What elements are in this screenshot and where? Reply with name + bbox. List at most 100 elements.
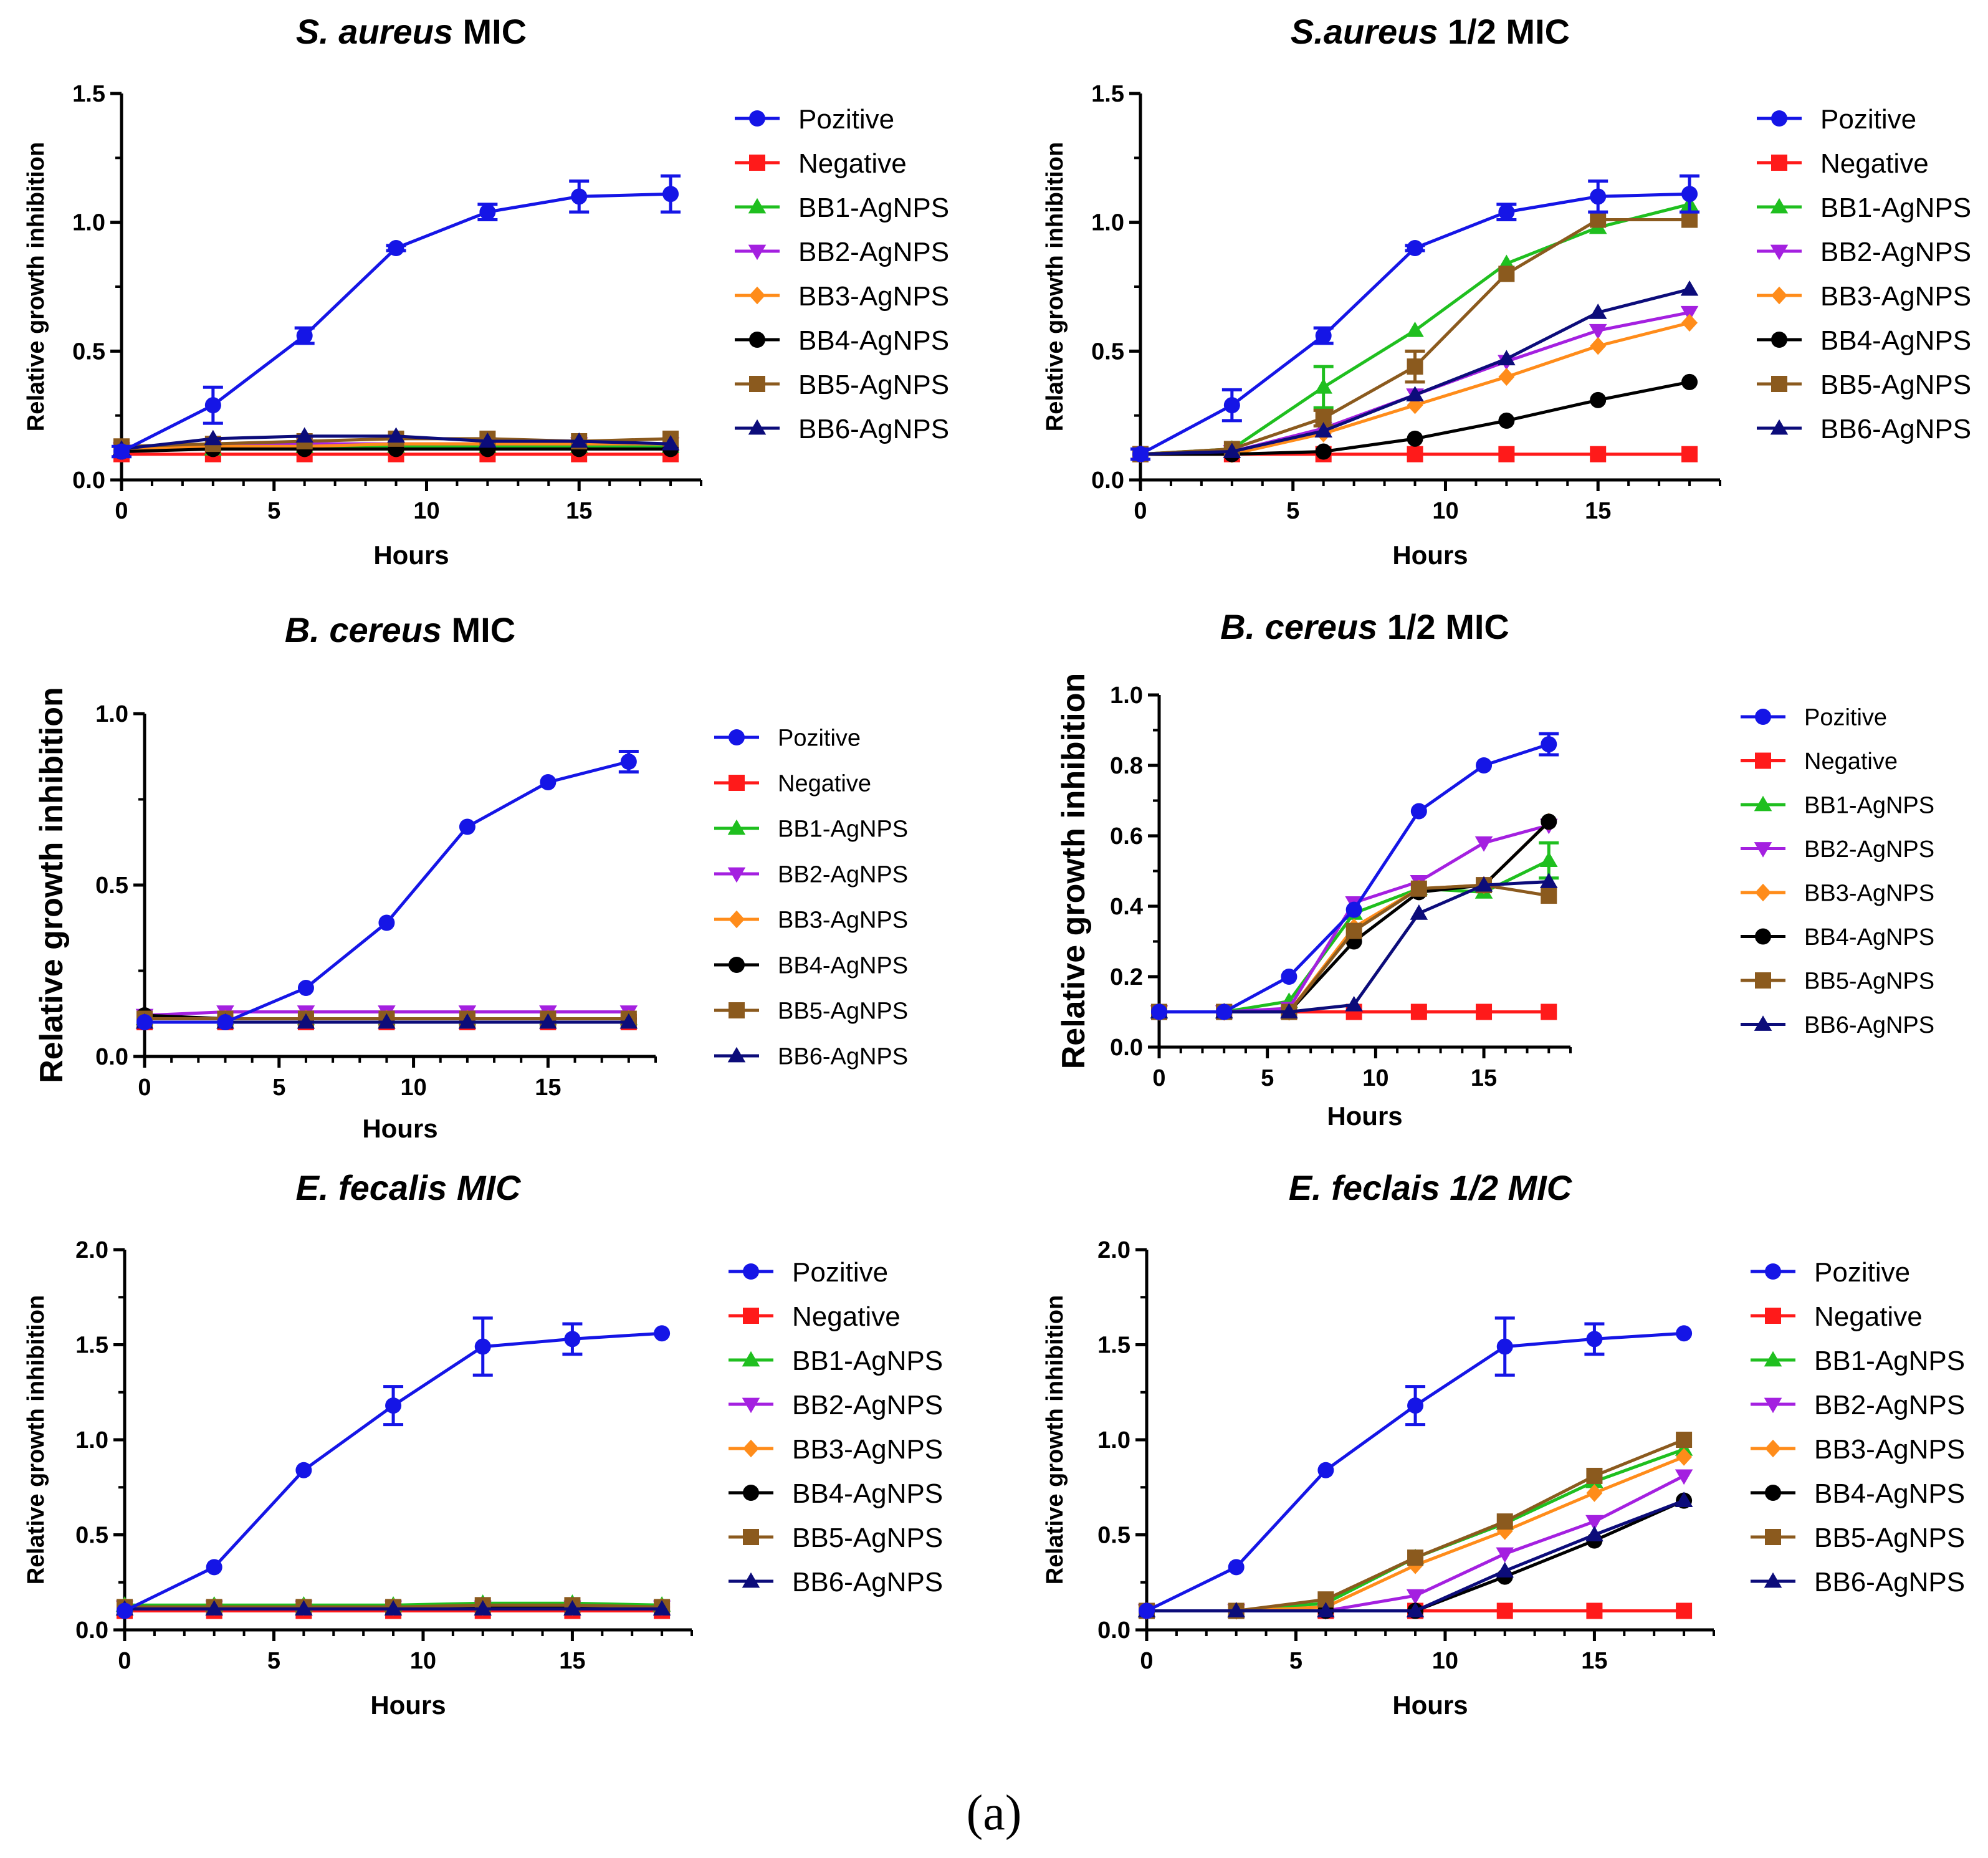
data-point (1586, 1467, 1603, 1484)
x-axis-label: Hours (370, 1690, 446, 1720)
data-point (1590, 391, 1607, 408)
legend-label: BB4-AgNPS (1814, 1478, 1965, 1509)
data-point (1586, 1602, 1603, 1619)
x-tick-label: 5 (267, 498, 280, 524)
legend-label: BB5-AgNPS (1820, 370, 1971, 400)
chart-title-species: S.aureus (1291, 12, 1438, 51)
legend-label: Pozitive (792, 1257, 888, 1288)
data-point (387, 427, 405, 443)
legend-marker (749, 332, 765, 348)
data-point (1407, 1549, 1424, 1566)
data-point (619, 1013, 638, 1029)
data-point (1496, 1513, 1513, 1530)
legend-label: BB2-AgNPS (1804, 836, 1934, 863)
legend-label: BB3-AgNPS (798, 281, 949, 312)
legend-marker (727, 819, 746, 835)
legend-marker (1771, 376, 1787, 392)
legend-label: BB1-AgNPS (1804, 793, 1934, 819)
legend-label: BB5-AgNPS (1804, 969, 1934, 995)
y-tick-label: 1.5 (1097, 1333, 1130, 1359)
legend-marker (1754, 842, 1772, 858)
legend-label: BB3-AgNPS (792, 1434, 943, 1465)
data-point (1227, 1602, 1245, 1617)
data-point (1410, 1003, 1427, 1020)
y-tick-label: 0.0 (72, 467, 105, 494)
y-tick-label: 1.5 (75, 1333, 108, 1359)
x-tick-label: 5 (1286, 498, 1299, 524)
data-point (1586, 1331, 1603, 1348)
data-point (1680, 280, 1699, 296)
legend-label: Pozitive (1804, 705, 1887, 731)
x-tick-label: 0 (138, 1075, 151, 1101)
x-tick-label: 10 (1432, 1648, 1458, 1674)
legend-marker (729, 957, 745, 973)
x-axis-label: Hours (362, 1114, 437, 1143)
series-line (123, 1331, 662, 1612)
y-tick-label: 1.5 (1091, 81, 1124, 107)
data-point (378, 1013, 396, 1029)
data-point (570, 432, 588, 448)
legend-marker (1770, 244, 1789, 261)
chart-panel-4: B. cereus 1/2 MIC 0.0 0.2 0.4 0.6 0.8 1.0 0 5 10 1… (1056, 607, 1934, 1131)
y-tick-label: 0.4 (1110, 894, 1143, 920)
data-point (1541, 1003, 1557, 1020)
chart-title-suffix: 1/2 MIC (1438, 12, 1570, 51)
figure-caption: (a) (967, 1786, 1022, 1841)
data-point (385, 1397, 402, 1414)
data-point (1406, 321, 1424, 337)
legend-marker (1764, 1397, 1782, 1414)
y-tick-label: 0.5 (72, 338, 105, 365)
legend-label: BB3-AgNPS (1820, 281, 1971, 312)
chart-panel-3: B. cereus MIC 0.0 0.5 1.0 0 5 10 15 Hours Relativ… (34, 610, 908, 1143)
data-point (1590, 211, 1607, 228)
x-tick-label: 10 (413, 498, 439, 524)
legend: Pozitive Negative BB1-AgNPS BB2-AgNPS BB3-Ag… (735, 104, 949, 444)
series-pozitive (1139, 1316, 1693, 1619)
data-point (652, 1600, 671, 1616)
data-point (1539, 873, 1558, 888)
series-line (120, 192, 671, 453)
legend-label: BB2-AgNPS (778, 862, 908, 888)
legend-label: Negative (1820, 148, 1929, 179)
x-tick-label: 5 (1289, 1648, 1302, 1674)
y-tick-label: 0.0 (1110, 1035, 1143, 1061)
data-point (474, 1338, 491, 1355)
data-point (136, 1014, 153, 1030)
legend-marker (1754, 795, 1772, 812)
legend-marker (1765, 1263, 1781, 1280)
data-point (1539, 851, 1558, 867)
data-point (458, 1013, 477, 1029)
data-point (1498, 412, 1515, 429)
legend-marker (1771, 332, 1787, 348)
legend: Pozitive Negative BB1-AgNPS BB2-AgNPS BB3-Ag… (1741, 705, 1934, 1038)
data-point (661, 434, 680, 451)
series-bb6-agnps (1137, 1492, 1693, 1617)
legend-label: BB6-AgNPS (1804, 1012, 1934, 1038)
x-tick-label: 5 (272, 1075, 285, 1101)
y-tick-label: 1.0 (72, 210, 105, 236)
legend-label: Pozitive (778, 725, 861, 752)
data-point (1681, 314, 1698, 332)
series-line (1147, 1438, 1685, 1612)
legend-label: BB6-AgNPS (792, 1567, 943, 1597)
y-axis-label: Relative growth inhibition (23, 1295, 49, 1584)
data-point (1498, 446, 1515, 462)
data-point (1498, 204, 1515, 221)
legend-marker (1770, 419, 1789, 435)
legend-label: BB2-AgNPS (1814, 1390, 1965, 1420)
data-point (1474, 836, 1493, 852)
data-point (1314, 378, 1332, 394)
data-point (1590, 188, 1607, 205)
legend-label: BB6-AgNPS (1820, 414, 1971, 444)
data-point (117, 1602, 133, 1619)
series-line (145, 760, 629, 1024)
legend-label: BB1-AgNPS (792, 1346, 943, 1376)
legend-marker (1770, 198, 1789, 214)
chart-title-species: E. feclais 1/2 MIC (1289, 1168, 1573, 1207)
data-point (1586, 1484, 1603, 1502)
legend-label: BB5-AgNPS (778, 998, 908, 1025)
legend-label: BB4-AgNPS (778, 953, 908, 979)
legend-marker (742, 1572, 760, 1588)
data-point (217, 1014, 234, 1030)
chart-panel-2: S.aureus 1/2 MIC 0.0 0.5 1.0 1.5 0 5 10 15 Hours R… (1042, 12, 1971, 570)
